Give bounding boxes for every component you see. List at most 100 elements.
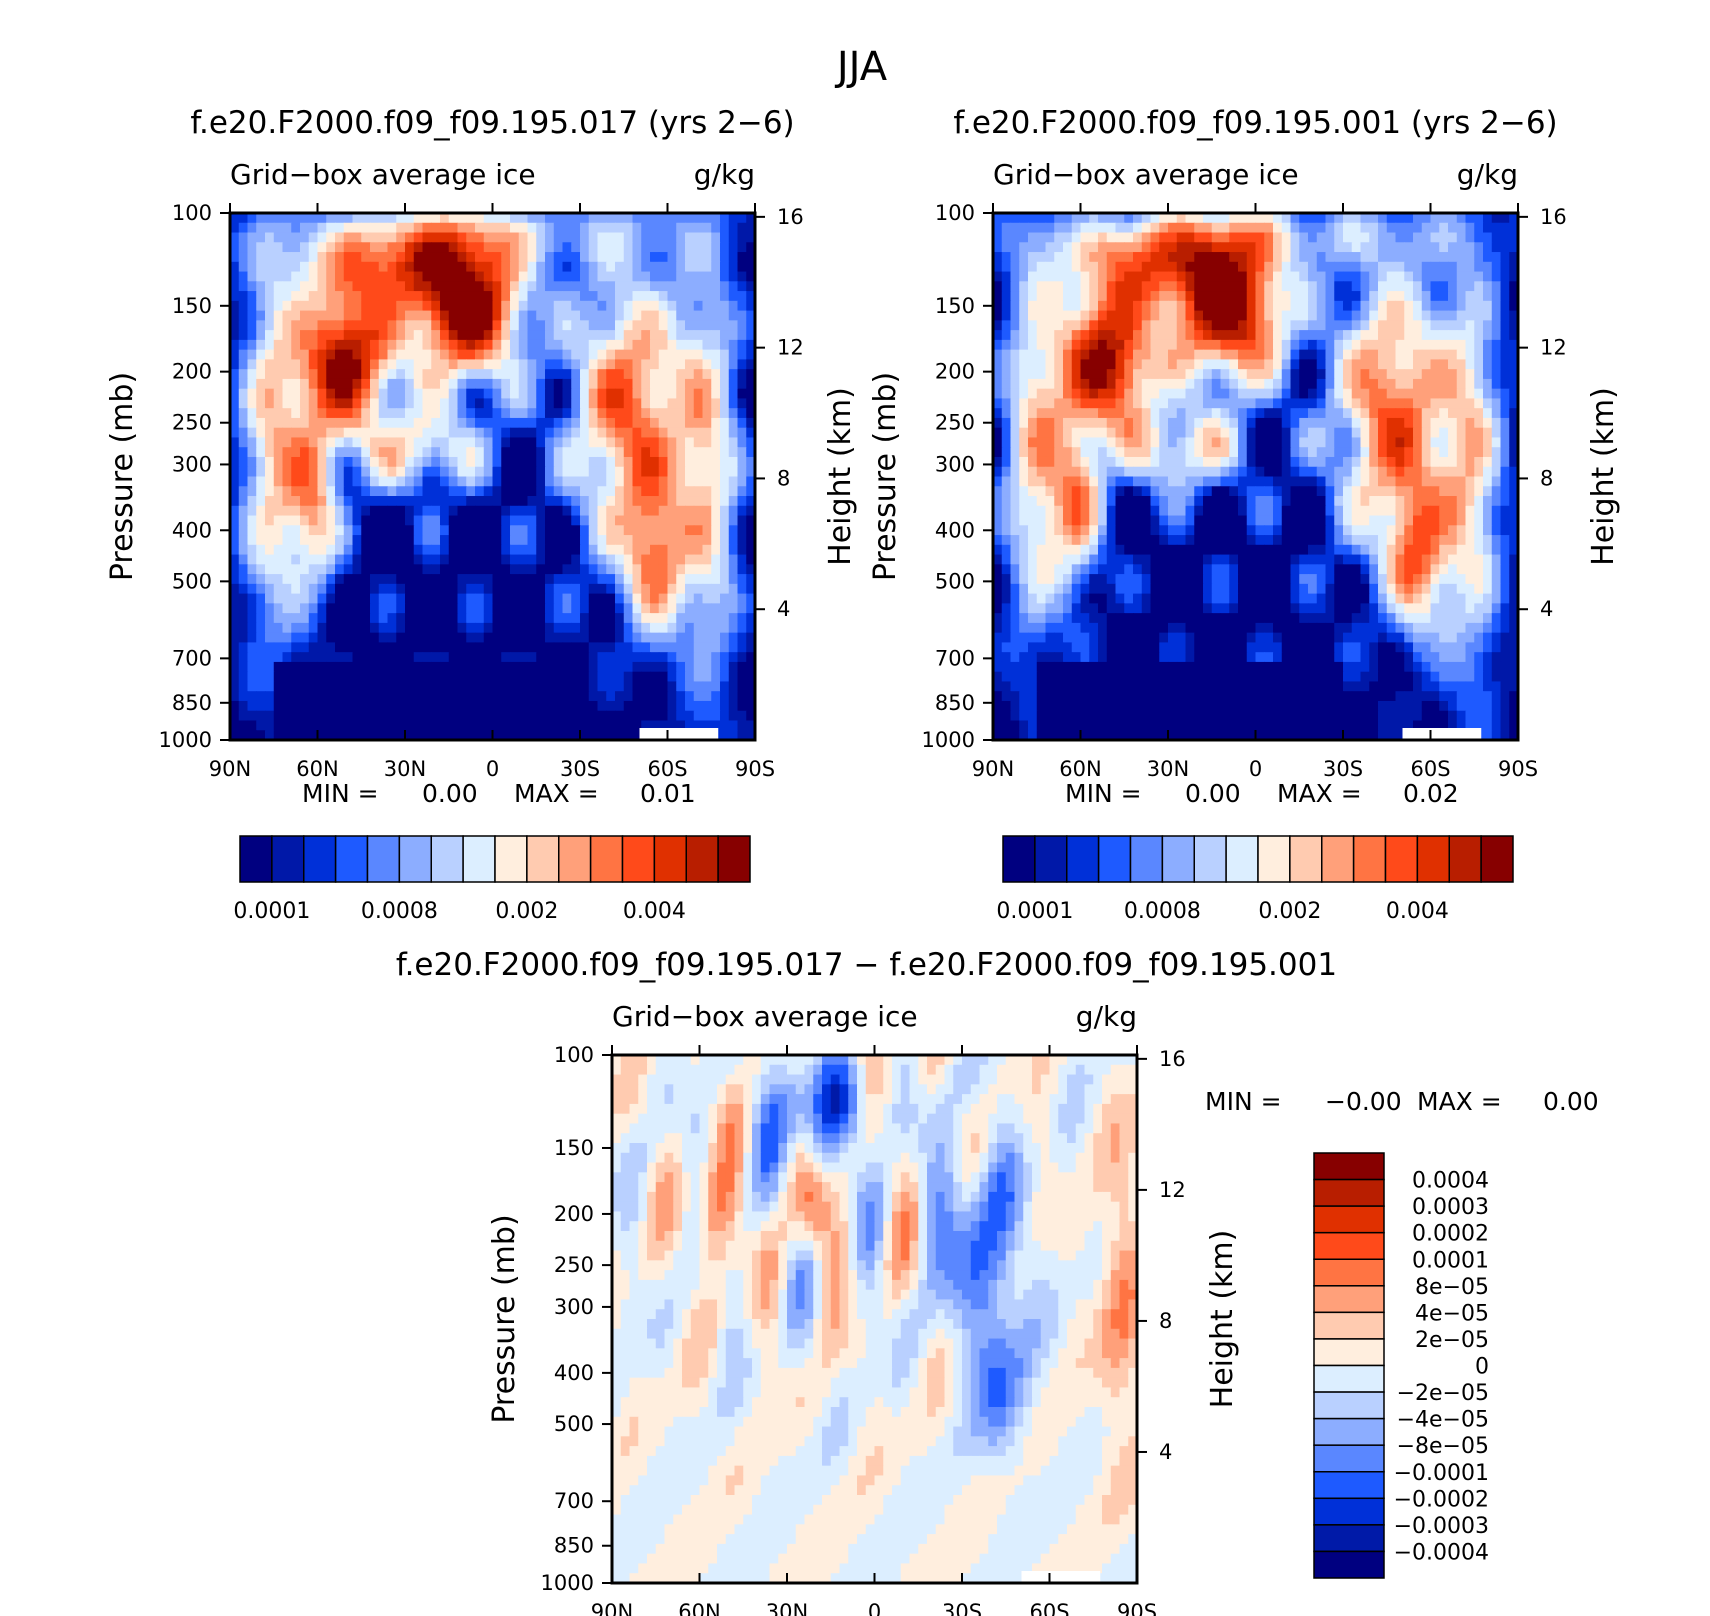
heatmap-cell [746, 671, 756, 683]
heatmap-cell [1334, 456, 1344, 468]
heatmap-cell [300, 398, 310, 409]
heatmap-cell [676, 505, 686, 517]
heatmap-cell [1369, 213, 1379, 224]
heatmap-cell [1281, 378, 1292, 390]
heatmap-cell [510, 710, 520, 722]
heatmap-cell [448, 652, 459, 663]
heatmap-cell [1054, 213, 1064, 224]
heatmap-cell [1010, 213, 1020, 224]
heatmap-cell [466, 622, 476, 634]
heatmap-cell [1185, 476, 1195, 487]
heatmap-cell [650, 593, 660, 604]
heatmap-cell [518, 271, 529, 282]
heatmap-cell [676, 496, 686, 507]
heatmap-cell [720, 691, 730, 702]
heatmap-cell [1159, 378, 1169, 390]
heatmap-cell [256, 388, 266, 400]
heatmap-cell [1343, 310, 1353, 321]
heatmap-cell [1255, 232, 1265, 243]
heatmap-cell [597, 613, 607, 624]
heatmap-cell [1106, 427, 1117, 439]
heatmap-cell [326, 593, 336, 604]
heatmap-cell [457, 583, 467, 595]
heatmap-cell [1439, 222, 1449, 234]
heatmap-cell [562, 710, 572, 722]
heatmap-cell [1203, 300, 1213, 312]
heatmap-cell [431, 700, 441, 712]
heatmap-cell [1334, 300, 1344, 312]
heatmap-cell [466, 691, 476, 702]
heatmap-cell [300, 554, 310, 565]
heatmap-cell [1115, 339, 1125, 351]
heatmap-cell [1150, 378, 1160, 390]
heatmap-cell [1386, 320, 1397, 331]
heatmap-cell [702, 496, 712, 507]
heatmap-cell [1159, 417, 1169, 429]
heatmap-cell [1255, 456, 1265, 468]
heatmap-cell [483, 535, 494, 546]
heatmap-cell [1465, 271, 1475, 282]
heatmap-cell [475, 535, 485, 546]
heatmap-cell [1273, 417, 1283, 429]
heatmap-cell [580, 339, 590, 351]
heatmap-cell [1115, 427, 1125, 439]
heatmap-cell [352, 427, 362, 439]
heatmap-cell [1491, 427, 1502, 439]
heatmap-cell [475, 681, 485, 692]
heatmap-cell [308, 339, 319, 351]
heatmap-cell [1194, 359, 1204, 370]
heatmap-cell [326, 671, 336, 683]
heatmap-cell [387, 613, 397, 624]
heatmap-cell [606, 300, 616, 312]
heatmap-cell [282, 320, 292, 331]
heatmap-cell [1238, 369, 1248, 380]
heatmap-cell [667, 242, 677, 253]
heatmap-cell [1264, 242, 1274, 253]
heatmap-cell [545, 310, 555, 321]
heatmap-cell [1351, 330, 1362, 341]
heatmap-cell [352, 505, 362, 517]
heatmap-cell [1194, 300, 1204, 312]
heatmap-cell [1500, 447, 1510, 458]
heatmap-cell [1028, 261, 1038, 273]
heatmap-cell [580, 417, 590, 429]
heatmap-cell [1238, 378, 1248, 390]
heatmap-cell [693, 496, 704, 507]
heatmap-cell [597, 437, 607, 448]
heatmap-cell [641, 427, 651, 439]
heatmap-cell [1115, 398, 1125, 409]
heatmap-cell [1124, 476, 1134, 487]
heatmap-cell [553, 564, 564, 575]
heatmap-cell [440, 554, 450, 565]
heatmap-cell [1465, 417, 1475, 429]
heatmap-cell [300, 496, 310, 507]
heatmap-cell [378, 525, 389, 536]
heatmap-cell [650, 564, 660, 575]
heatmap-cell [667, 213, 677, 224]
heatmap-cell [501, 476, 511, 487]
heatmap-cell [396, 310, 406, 321]
heatmap-cell [1448, 408, 1458, 419]
heatmap-cell [1483, 320, 1493, 331]
heatmap-cell [317, 213, 327, 224]
heatmap-cell [343, 232, 354, 243]
heatmap-cell [431, 408, 441, 419]
heatmap-cell [413, 613, 424, 624]
heatmap-cell [650, 525, 660, 536]
heatmap-cell [623, 574, 634, 585]
heatmap-cell [1500, 213, 1510, 224]
heatmap-cell [370, 378, 380, 390]
heatmap-cell [527, 300, 537, 312]
heatmap-cell [256, 700, 266, 712]
heatmap-cell [256, 378, 266, 390]
heatmap-cell [1106, 300, 1117, 312]
heatmap-cell [387, 720, 397, 731]
heatmap-cell [536, 369, 546, 380]
heatmap-cell [597, 222, 607, 234]
heatmap-cell [562, 535, 572, 546]
heatmap-cell [475, 291, 485, 302]
heatmap-cell [422, 661, 432, 673]
heatmap-cell [641, 310, 651, 321]
heatmap-cell [693, 427, 704, 439]
heatmap-cell [1290, 476, 1300, 487]
